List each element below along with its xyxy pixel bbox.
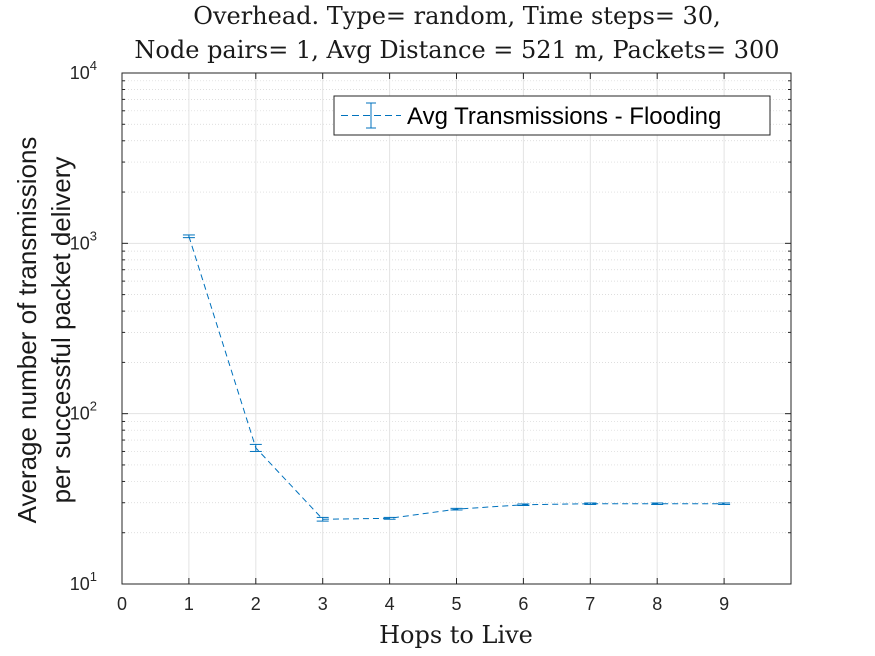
x-tick-label: 0 xyxy=(117,594,127,614)
x-axis-label: Hops to Live xyxy=(379,621,533,649)
y-axis-label-line-2: per successful packet delivery xyxy=(46,157,76,504)
y-tick-label: 103 xyxy=(70,228,97,253)
x-tick-label: 6 xyxy=(518,594,528,614)
x-tick-label: 5 xyxy=(451,594,461,614)
x-tick-label: 7 xyxy=(585,594,595,614)
series-group xyxy=(182,234,731,522)
x-tick-label: 8 xyxy=(652,594,662,614)
x-tick-label: 9 xyxy=(719,594,729,614)
chart-title-line-1: Overhead. Type= random, Time steps= 30, xyxy=(193,2,720,30)
legend-box xyxy=(333,95,771,136)
x-tick-label: 2 xyxy=(251,594,261,614)
chart-title-line-2: Node pairs= 1, Avg Distance = 521 m, Pac… xyxy=(134,36,779,64)
ticks: 0 1 2 3 4 5 6 7 8 9 101 102 103 104 xyxy=(70,58,791,614)
y-tick-label: 101 xyxy=(70,569,97,594)
x-tick-label: 4 xyxy=(385,594,395,614)
y-axis-label-line-1: Average number of transmissions xyxy=(12,137,42,524)
legend-label: Avg Transmissions - Flooding xyxy=(407,103,721,130)
x-tick-label: 1 xyxy=(184,594,194,614)
x-tick-label: 3 xyxy=(318,594,328,614)
legend: Avg Transmissions - Flooding xyxy=(333,95,771,136)
y-tick-label: 102 xyxy=(70,399,97,424)
y-tick-label: 104 xyxy=(70,58,97,83)
